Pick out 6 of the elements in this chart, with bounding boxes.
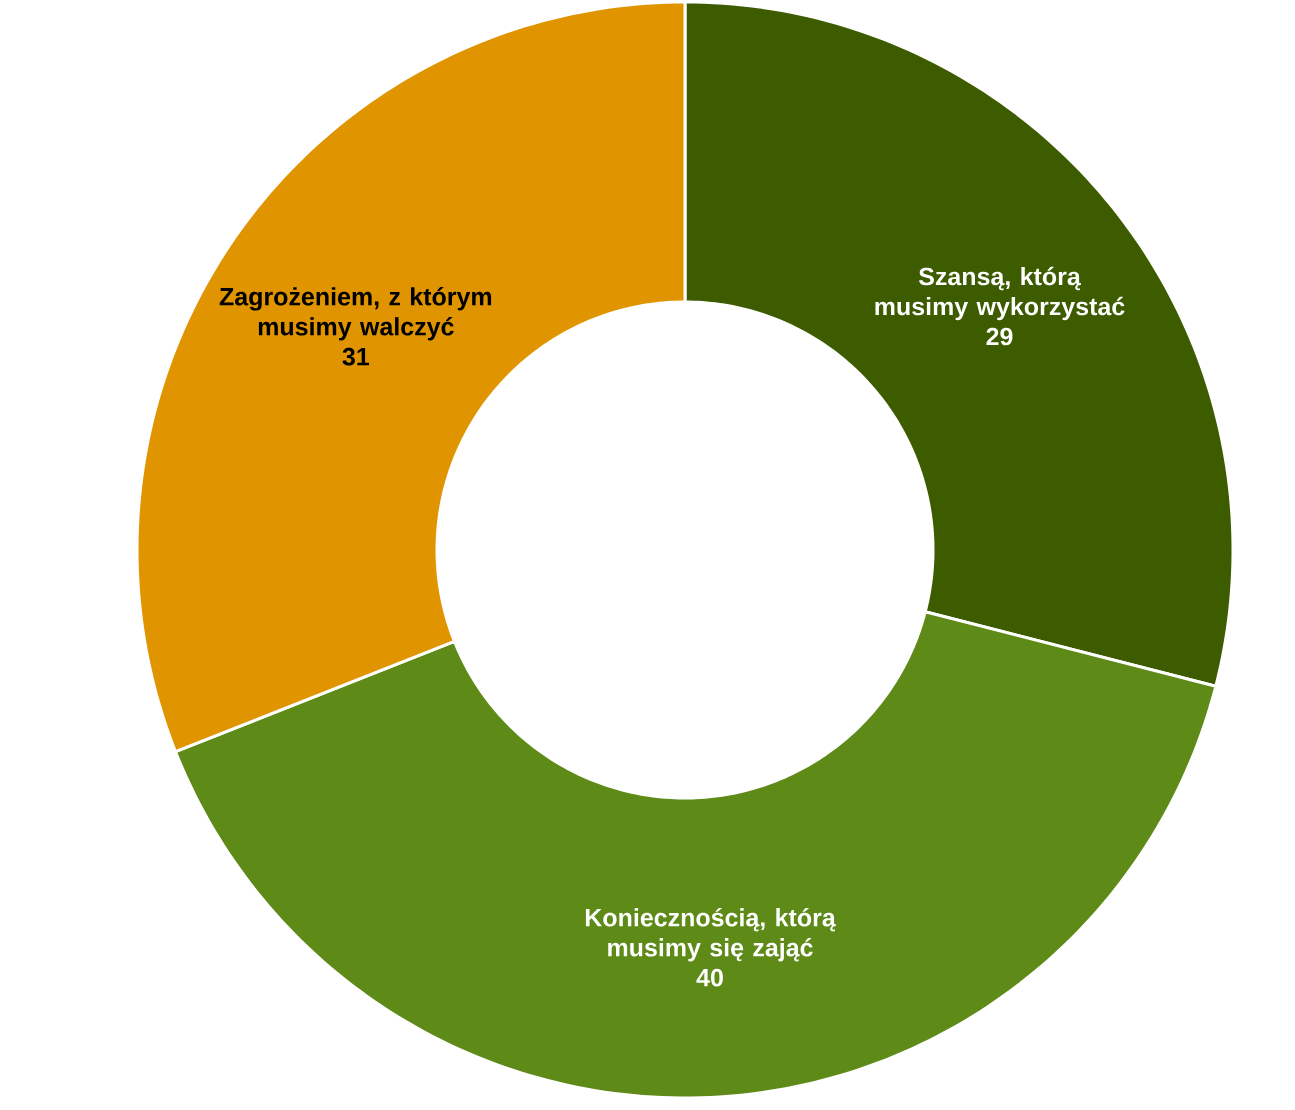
slice-label: Zagrożeniem, z którym musimy walczyć <box>219 286 492 341</box>
data-label: 40 <box>696 968 723 987</box>
data-label: 29 <box>986 327 1013 346</box>
slice-label: Szansą, którą musimy wykorzystać <box>875 266 1125 321</box>
data-label: 31 <box>342 347 370 366</box>
slice-label: Koniecznością, którą musimy się zająć <box>585 907 836 962</box>
